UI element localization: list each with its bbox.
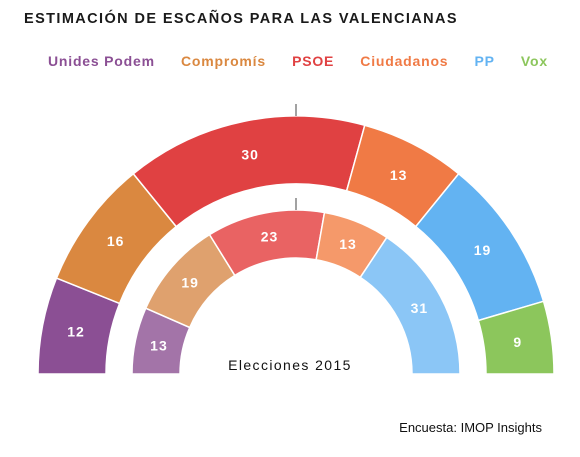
outer-seat-label: 9 — [513, 334, 522, 350]
legend-item: Unides Podem — [48, 53, 155, 69]
inner-seat-segment — [359, 236, 461, 375]
outer-seat-label: 30 — [241, 147, 259, 163]
legend-item: PSOE — [292, 53, 335, 69]
chart-legend: Unides Podem Compromís PSOE Ciudadanos PP Vox — [48, 53, 548, 69]
legend-item: Compromís — [180, 53, 266, 69]
outer-seat-label: 13 — [390, 167, 408, 183]
inner-seat-label: 31 — [411, 300, 429, 316]
outer-seat-label: 19 — [474, 242, 492, 258]
inner-seat-label: 13 — [339, 236, 357, 252]
legend-item: PP — [474, 53, 495, 69]
inner-seat-label: 23 — [261, 229, 279, 245]
chart-title: ESTIMACIÓN DE ESCAÑOS PARA LAS VALENCIAN… — [24, 11, 458, 27]
outer-seat-segment — [132, 115, 366, 228]
outer-seat-segment — [477, 300, 555, 375]
inner-seat-label: 13 — [150, 337, 168, 353]
inner-ring-caption: Elecciones 2015 — [228, 357, 352, 373]
source-note: Encuesta: IMOP Insights — [399, 420, 542, 435]
legend-item: Ciudadanos — [360, 53, 449, 69]
outer-seat-label: 12 — [67, 324, 85, 340]
legend-item: Vox — [520, 53, 548, 69]
inner-seat-label: 19 — [181, 274, 199, 290]
outer-seat-label: 16 — [107, 233, 125, 249]
